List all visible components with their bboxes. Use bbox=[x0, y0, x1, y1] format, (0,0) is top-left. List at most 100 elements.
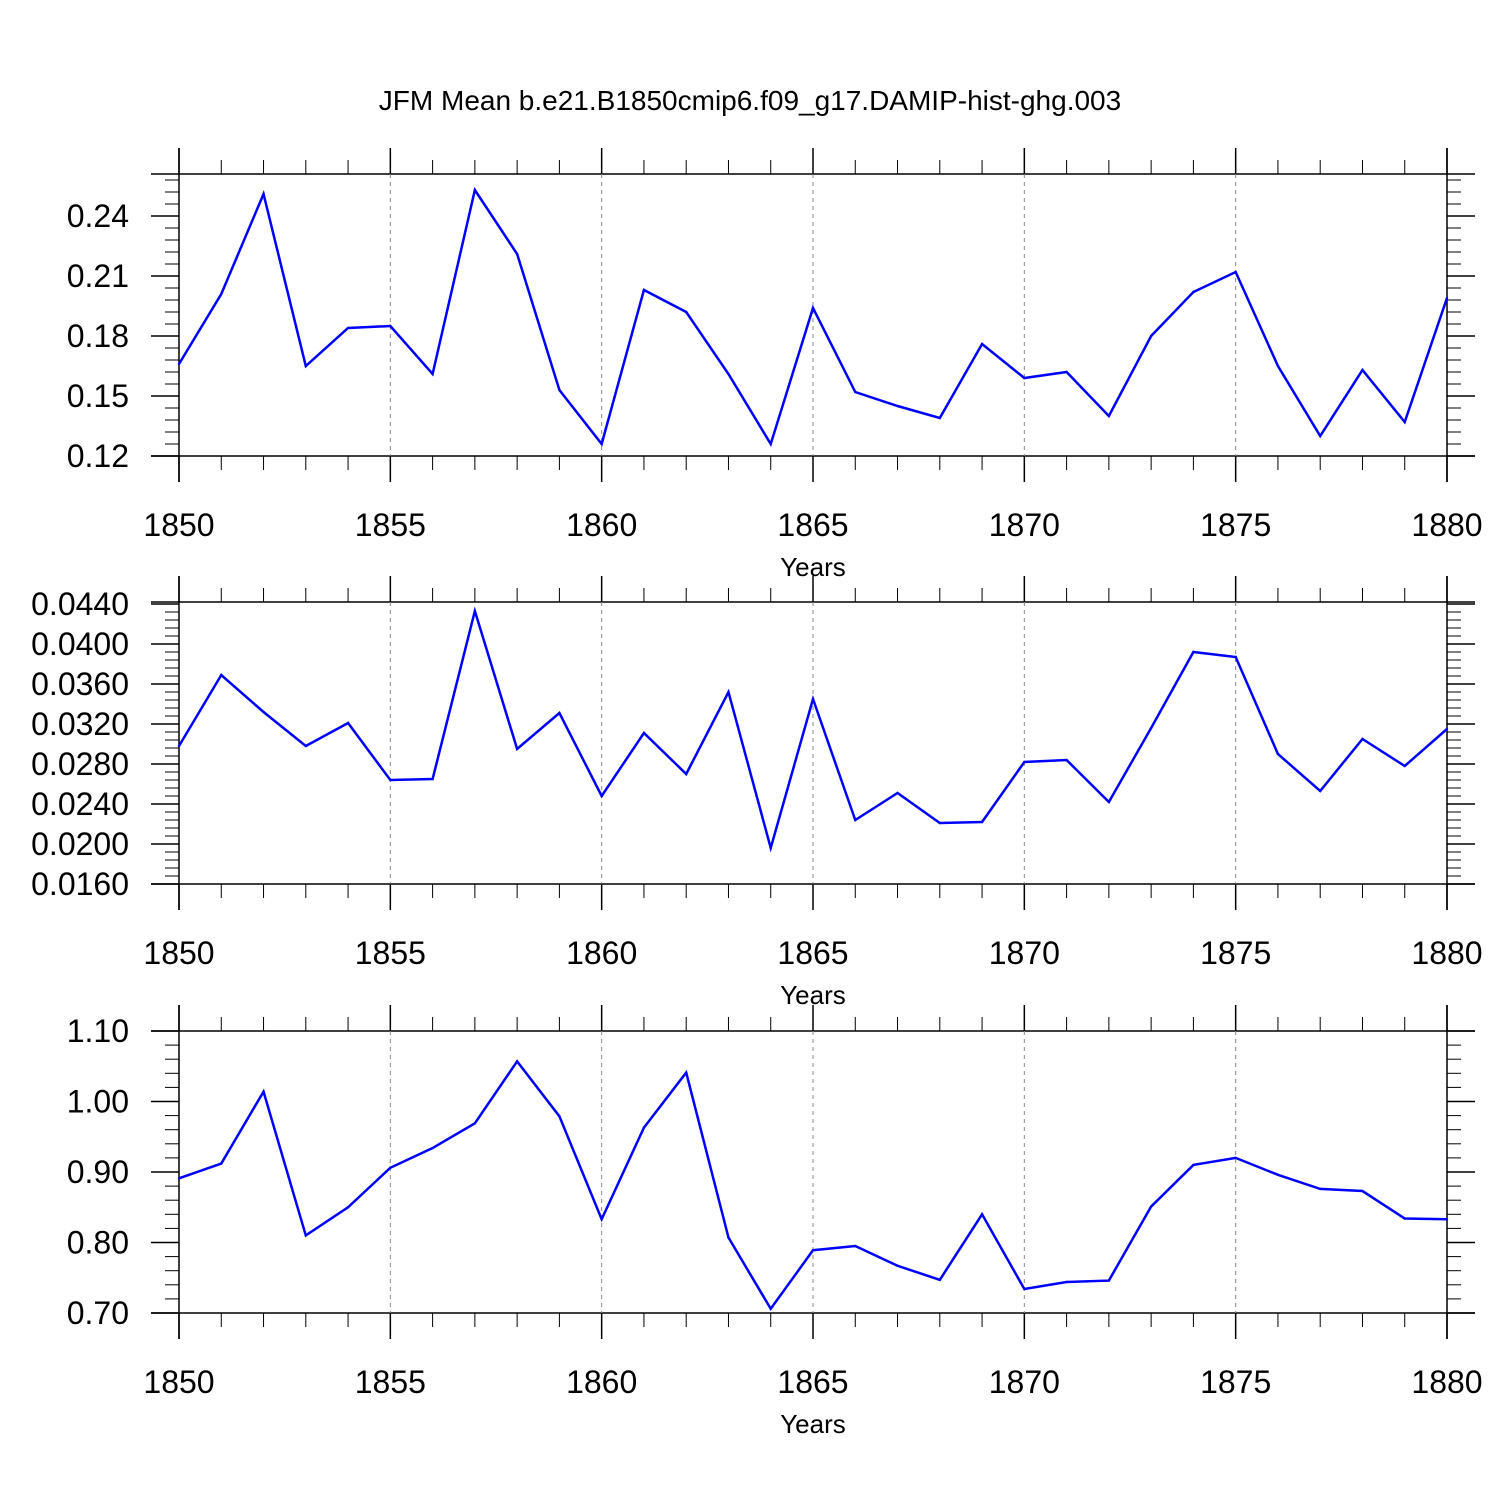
y-tick-label: 0.0160 bbox=[31, 866, 129, 902]
x-tick-label: 1880 bbox=[1411, 935, 1482, 971]
data-point bbox=[1023, 376, 1026, 380]
panel-3: 1850 1855 1860 1865 1870 1875 1880 0.70 0.80 0.90… bbox=[67, 1005, 1483, 1439]
x-tick-label: 1880 bbox=[1411, 1364, 1482, 1400]
x-tick-label: 1855 bbox=[355, 935, 426, 971]
x-tick-label: 1870 bbox=[989, 935, 1060, 971]
data-point bbox=[220, 1162, 223, 1165]
data-point bbox=[1361, 737, 1364, 741]
data-point bbox=[346, 721, 350, 725]
y-tick-label: 0.0200 bbox=[31, 826, 129, 862]
data-point bbox=[346, 326, 350, 330]
data-point bbox=[558, 1115, 561, 1118]
data-point bbox=[600, 794, 603, 798]
data-point bbox=[220, 673, 223, 677]
data-point bbox=[431, 1146, 434, 1150]
x-tick-label: 1860 bbox=[566, 935, 637, 971]
y-tick-label: 0.0400 bbox=[31, 626, 129, 662]
x-tick-label: 1850 bbox=[143, 1364, 214, 1400]
data-point bbox=[938, 821, 941, 825]
chart-panels: 1850 1855 1860 1865 1870 1875 1880 0.12 0.15 0.18… bbox=[31, 148, 1483, 1439]
data-point bbox=[1192, 1163, 1195, 1167]
x-tick-label: 1870 bbox=[989, 507, 1060, 543]
data-point bbox=[1319, 434, 1322, 438]
y-tick-label: 0.90 bbox=[67, 1154, 129, 1190]
data-point bbox=[769, 846, 772, 850]
data-point bbox=[389, 324, 392, 328]
data-point bbox=[431, 372, 434, 376]
data-point bbox=[854, 818, 857, 822]
data-point bbox=[473, 1122, 477, 1125]
data-point bbox=[1445, 727, 1449, 731]
data-point bbox=[1149, 1205, 1153, 1208]
x-tick-label: 1865 bbox=[777, 507, 848, 543]
data-point bbox=[811, 1249, 815, 1252]
data-point bbox=[1276, 364, 1280, 368]
data-point bbox=[1276, 752, 1280, 756]
data-point bbox=[262, 710, 265, 714]
data-point bbox=[515, 252, 519, 256]
x-tick-label: 1880 bbox=[1411, 507, 1482, 543]
data-point bbox=[1403, 764, 1406, 768]
data-point bbox=[515, 1060, 519, 1063]
x-tick-label: 1865 bbox=[777, 1364, 848, 1400]
data-point bbox=[1065, 1280, 1068, 1284]
y-tick-label: 0.0320 bbox=[31, 706, 129, 742]
data-point bbox=[262, 192, 265, 196]
data-point bbox=[1361, 368, 1364, 372]
data-point bbox=[727, 1236, 730, 1239]
data-point bbox=[346, 1206, 350, 1209]
data-point bbox=[811, 306, 815, 310]
y-tick-label: 0.0280 bbox=[31, 746, 129, 782]
x-tick-label: 1850 bbox=[143, 935, 214, 971]
data-point bbox=[1445, 1218, 1449, 1221]
y-tick-label: 0.18 bbox=[67, 318, 129, 354]
data-point bbox=[980, 820, 984, 824]
data-point bbox=[304, 744, 307, 748]
x-tick-label: 1865 bbox=[777, 935, 848, 971]
y-tick-label: 1.00 bbox=[67, 1084, 129, 1120]
data-point bbox=[473, 609, 477, 613]
data-point bbox=[1107, 414, 1111, 418]
panel-1: 1850 1855 1860 1865 1870 1875 1880 0.12 0.15 0.18… bbox=[67, 148, 1483, 582]
x-axis-title: Years bbox=[780, 1409, 846, 1439]
data-point bbox=[1023, 760, 1026, 764]
data-point bbox=[1023, 1287, 1026, 1291]
data-point bbox=[769, 442, 772, 446]
data-point bbox=[304, 364, 307, 368]
data-point bbox=[515, 747, 519, 751]
data-point bbox=[854, 1244, 857, 1248]
data-point bbox=[473, 188, 477, 192]
data-point bbox=[854, 390, 857, 394]
data-point bbox=[938, 416, 941, 420]
data-point bbox=[938, 1278, 941, 1282]
data-point bbox=[811, 697, 815, 701]
data-point bbox=[177, 744, 181, 748]
x-tick-label: 1850 bbox=[143, 507, 214, 543]
data-point bbox=[727, 372, 730, 376]
x-tick-label: 1855 bbox=[355, 1364, 426, 1400]
data-point bbox=[558, 388, 561, 392]
data-point bbox=[1065, 370, 1068, 374]
y-tick-label: 0.24 bbox=[67, 198, 129, 234]
data-point bbox=[727, 690, 730, 694]
data-point bbox=[431, 777, 434, 781]
data-point bbox=[1361, 1189, 1364, 1193]
data-point bbox=[896, 1264, 899, 1267]
data-point bbox=[304, 1234, 307, 1237]
data-point bbox=[1319, 1187, 1322, 1191]
data-point bbox=[558, 711, 561, 715]
data-point bbox=[685, 1071, 688, 1074]
y-tick-label: 0.80 bbox=[67, 1225, 129, 1261]
data-point bbox=[1234, 1156, 1237, 1160]
x-tick-label: 1870 bbox=[989, 1364, 1060, 1400]
data-point bbox=[177, 1177, 181, 1180]
data-point bbox=[177, 362, 181, 366]
data-point bbox=[1319, 789, 1322, 793]
data-point bbox=[896, 404, 899, 408]
data-point bbox=[896, 791, 899, 795]
data-point bbox=[600, 1218, 603, 1221]
data-point bbox=[1192, 650, 1195, 654]
y-tick-label: 0.12 bbox=[67, 438, 129, 474]
